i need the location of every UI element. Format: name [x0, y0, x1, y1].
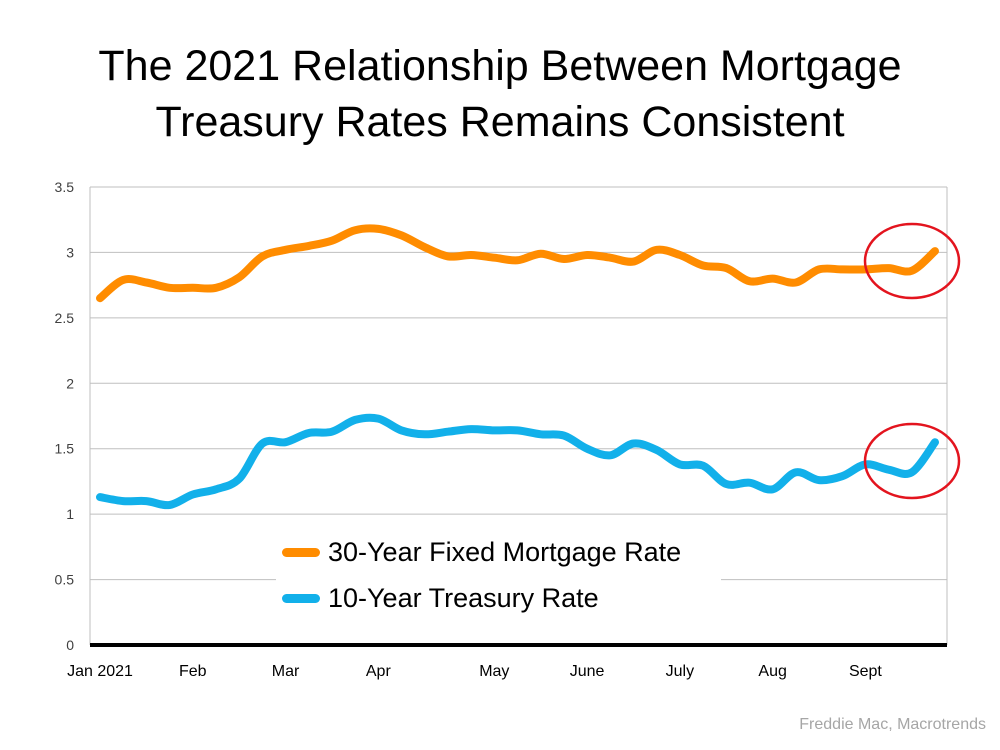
chart-title-line-2: Treasury Rates Remains Consistent	[155, 98, 845, 146]
legend-item-treasury: 10-Year Treasury Rate	[282, 576, 599, 620]
y-tick-label: 1.5	[55, 441, 75, 457]
legend-label-mortgage: 30-Year Fixed Mortgage Rate	[328, 536, 682, 567]
x-tick-label: Feb	[179, 663, 207, 680]
legend: 30-Year Fixed Mortgage Rate 10-Year Trea…	[276, 528, 721, 620]
y-axis-tick-labels: 0 0.5 1 1.5 2 2.5 3 3.5	[55, 179, 75, 653]
legend-swatch-treasury	[282, 593, 320, 603]
series-line-mortgage-rate	[96, 224, 939, 303]
x-tick-label: Sept	[849, 663, 882, 680]
y-tick-label: 2	[66, 375, 74, 391]
highlight-circle-mortgage	[863, 222, 961, 300]
x-tick-label: May	[479, 663, 509, 680]
series-line-treasury-rate	[96, 413, 939, 510]
highlight-circles	[863, 222, 961, 500]
x-tick-label: July	[666, 663, 694, 680]
x-tick-label: Jan 2021	[67, 663, 133, 680]
y-tick-label: 2.5	[55, 310, 75, 326]
legend-item-mortgage: 30-Year Fixed Mortgage Rate	[282, 530, 681, 574]
x-tick-label: Aug	[758, 663, 786, 680]
x-tick-label: Mar	[272, 663, 300, 680]
x-tick-label: June	[570, 663, 605, 680]
chart-title: The 2021 Relationship Between Mortgage T…	[0, 38, 1000, 150]
legend-swatch-mortgage	[282, 547, 320, 557]
y-tick-label: 3	[66, 244, 74, 260]
chart-title-line-1: The 2021 Relationship Between Mortgage	[98, 42, 902, 90]
x-axis-tick-labels: Jan 2021 Feb Mar Apr May June July Aug Sept	[67, 663, 882, 680]
legend-label-treasury: 10-Year Treasury Rate	[328, 582, 599, 613]
grid-lines	[89, 186, 948, 647]
series-lines	[96, 224, 939, 510]
y-tick-label: 0.5	[55, 572, 75, 588]
y-tick-label: 1	[66, 506, 74, 522]
y-tick-label: 0	[66, 637, 74, 653]
highlight-circle-treasury	[863, 422, 961, 500]
x-tick-label: Apr	[366, 663, 392, 680]
y-tick-label: 3.5	[55, 179, 75, 195]
source-note: Freddie Mac, Macrotrends	[799, 716, 986, 733]
